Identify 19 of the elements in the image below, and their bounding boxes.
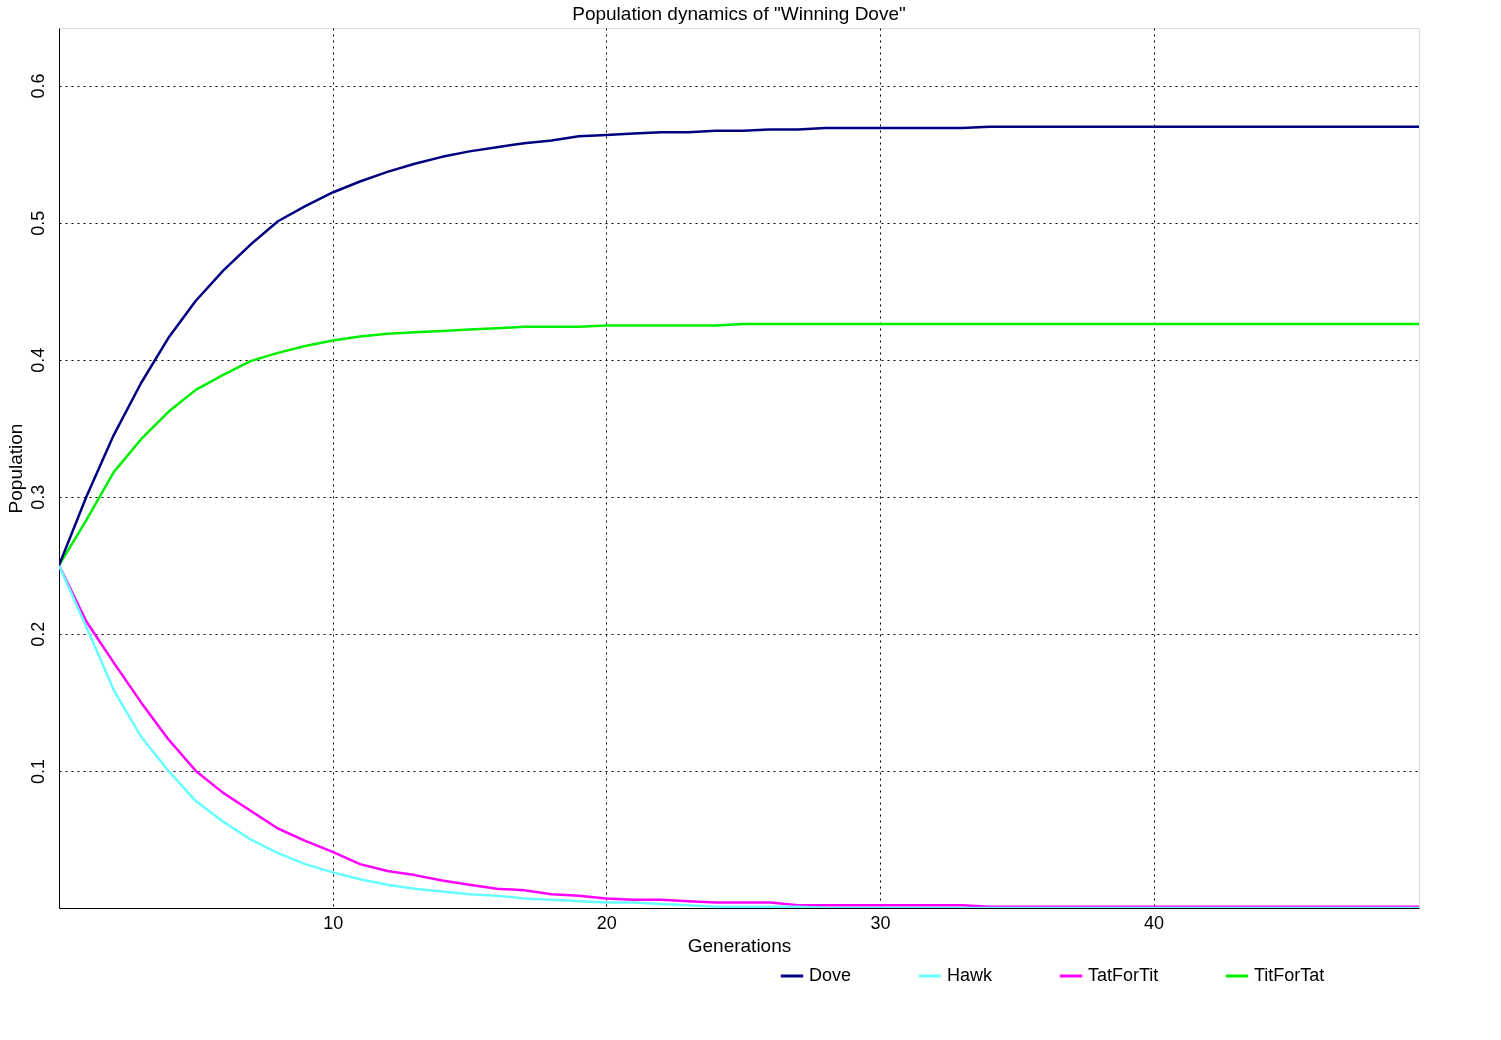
y-tick-label: 0.3 <box>27 484 48 510</box>
line-series <box>59 125 1419 567</box>
y-tick-label: 0.6 <box>27 73 48 99</box>
legend-label: Hawk <box>947 965 994 985</box>
chart-title: Population dynamics of "Winning Dove" <box>572 3 906 24</box>
legend-label: TatForTit <box>1088 965 1159 985</box>
y-axis-title: Population <box>4 423 26 514</box>
legend-label: TitForTat <box>1254 965 1325 985</box>
x-tick-label: 20 <box>596 912 617 933</box>
x-tick-label: 10 <box>323 912 344 933</box>
y-tick-label: 0.1 <box>27 758 48 784</box>
y-tick-label: 0.2 <box>27 621 48 647</box>
legend-label: Dove <box>809 965 852 985</box>
line-series <box>59 322 1419 567</box>
x-axis-title: Generations <box>687 934 792 956</box>
y-tick-label: 0.5 <box>27 210 48 236</box>
y-tick-label: 0.4 <box>27 347 48 373</box>
x-tick-label: 40 <box>1144 912 1165 933</box>
x-tick-label: 30 <box>870 912 891 933</box>
